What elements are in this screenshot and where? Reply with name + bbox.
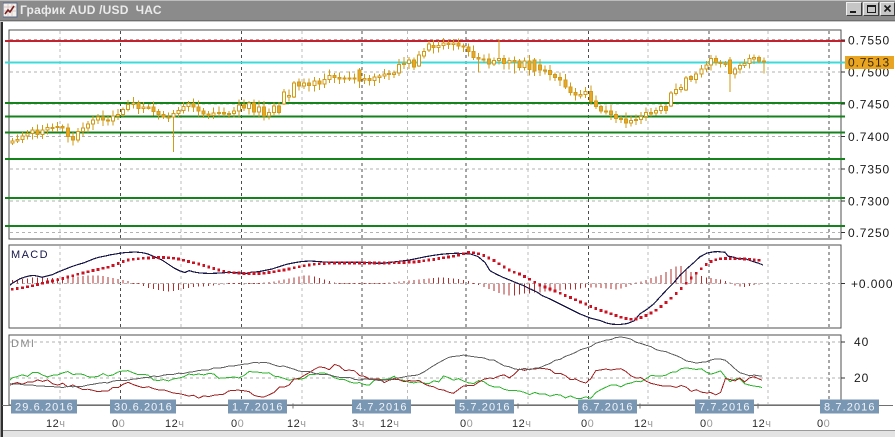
svg-text:12ч: 12ч (287, 418, 306, 430)
svg-text:12ч: 12ч (165, 418, 184, 430)
svg-text:8.7.2016: 8.7.2016 (824, 402, 876, 414)
svg-text:+0.000: +0.000 (851, 277, 893, 291)
svg-text:20: 20 (854, 371, 869, 385)
svg-text:0.7350: 0.7350 (848, 163, 890, 177)
svg-text:0.7400: 0.7400 (848, 130, 890, 144)
svg-text:00: 00 (231, 418, 244, 430)
svg-text:30.6.2016: 30.6.2016 (114, 402, 173, 414)
svg-text:0.7450: 0.7450 (848, 98, 890, 112)
svg-text:5.7.2016: 5.7.2016 (459, 402, 511, 414)
svg-text:DMI: DMI (11, 338, 35, 350)
svg-text:00: 00 (460, 418, 473, 430)
svg-text:6.7.2016: 6.7.2016 (582, 402, 634, 414)
svg-text:00: 00 (700, 418, 713, 430)
svg-text:0.7513: 0.7513 (848, 56, 890, 70)
svg-text:12ч: 12ч (380, 418, 399, 430)
svg-text:40: 40 (854, 335, 869, 349)
svg-text:12ч: 12ч (512, 418, 531, 430)
svg-text:1.7.2016: 1.7.2016 (232, 402, 284, 414)
svg-text:12ч: 12ч (46, 418, 65, 430)
svg-text:MACD: MACD (11, 249, 49, 261)
svg-text:00: 00 (112, 418, 125, 430)
svg-text:3ч: 3ч (352, 418, 365, 430)
svg-text:12ч: 12ч (752, 418, 771, 430)
svg-text:12ч: 12ч (634, 418, 653, 430)
svg-text:0.7550: 0.7550 (848, 34, 890, 48)
svg-text:00: 00 (581, 418, 594, 430)
svg-text:0.7300: 0.7300 (848, 195, 890, 209)
svg-text:0.7250: 0.7250 (848, 226, 890, 240)
svg-text:7.7.2016: 7.7.2016 (699, 402, 751, 414)
svg-text:4.7.2016: 4.7.2016 (356, 402, 408, 414)
svg-text:00: 00 (817, 418, 830, 430)
svg-text:29.6.2016: 29.6.2016 (15, 402, 74, 414)
